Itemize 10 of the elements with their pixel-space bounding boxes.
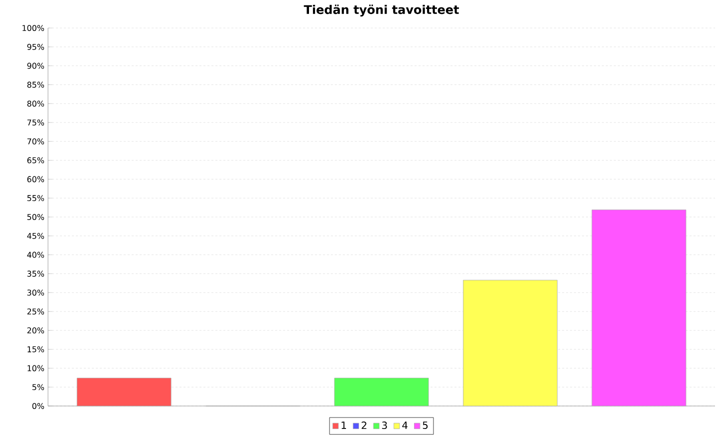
- chart-title: Tiedän työni tavoitteet: [304, 4, 459, 16]
- legend-label: 5: [422, 422, 428, 429]
- bar: [592, 210, 686, 406]
- bar: [76, 378, 172, 406]
- legend-label: 3: [382, 422, 387, 430]
- legend-label: 1: [342, 422, 346, 429]
- bar: [463, 280, 558, 406]
- legend-label: 2: [362, 422, 366, 429]
- bar: [334, 378, 429, 406]
- legend-label: 4: [402, 422, 408, 429]
